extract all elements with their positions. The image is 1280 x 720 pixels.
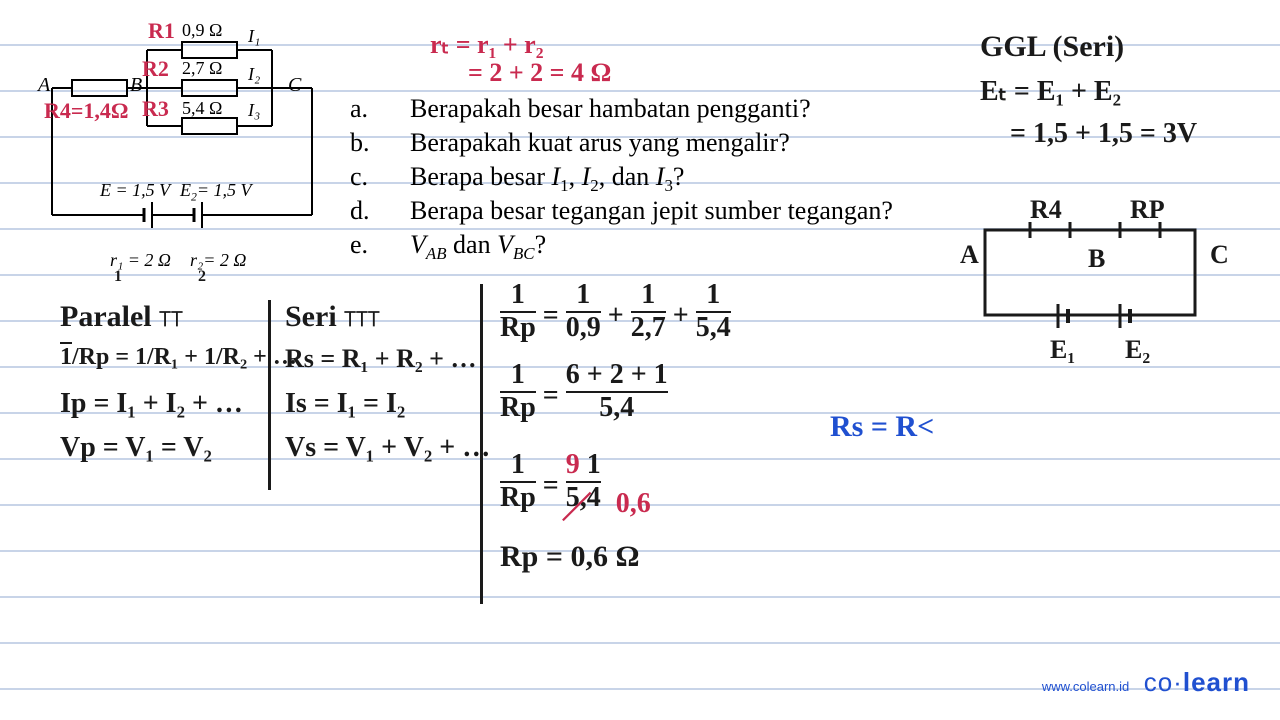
q-c-label: c. bbox=[350, 162, 368, 192]
divider-1 bbox=[268, 300, 271, 490]
r-int1-sub: 1 bbox=[114, 268, 122, 286]
seri-rs: Rs = R₁ + R₂ + … bbox=[285, 344, 476, 374]
node-a: A bbox=[38, 74, 50, 97]
r4-annotation: R4=1,4Ω bbox=[44, 98, 129, 124]
redraw-b: B bbox=[1088, 244, 1105, 274]
r2-value: 2,7 Ω bbox=[182, 58, 222, 79]
q-e-text: VAB dan VBC? bbox=[410, 230, 546, 264]
r3-label: R3 bbox=[142, 96, 169, 122]
redraw-r4: R4 bbox=[1030, 195, 1062, 225]
redraw-e2: E₂ bbox=[1125, 335, 1150, 365]
divider-2 bbox=[480, 284, 483, 604]
r-int2-sub: 2 bbox=[198, 268, 206, 286]
rt-line2: = 2 + 2 = 4 Ω bbox=[468, 58, 611, 88]
q-d-label: d. bbox=[350, 196, 370, 226]
calc-l4: Rp = 0,6 Ω bbox=[500, 540, 639, 574]
calc-l3: 1Rp = 9 1 ／5,4 0,6 bbox=[500, 450, 651, 520]
q-b-label: b. bbox=[350, 128, 370, 158]
seri-title: Seri ⟙⟙⟙ bbox=[285, 300, 380, 334]
redraw-rp: RP bbox=[1130, 195, 1165, 225]
footer: www.colearn.id co·learn bbox=[1042, 667, 1250, 698]
i2-label: I₂ bbox=[248, 64, 260, 85]
ggl-l1: Eₜ = E₁ + E₂ bbox=[980, 74, 1121, 108]
redrawn-circuit bbox=[970, 200, 1220, 360]
ggl-l2: = 1,5 + 1,5 = 3V bbox=[1010, 118, 1197, 150]
paralel-rp: 1/Rp = 1/R₁ + 1/R₂ + … bbox=[60, 344, 297, 371]
footer-logo: co·learn bbox=[1144, 667, 1250, 697]
calc-l1: 1Rp = 10,9 + 12,7 + 15,4 bbox=[500, 280, 731, 344]
calc-l2: 1Rp = 6 + 2 + 15,4 bbox=[500, 360, 668, 424]
q-e-label: e. bbox=[350, 230, 368, 260]
q-d-text: Berapa besar tegangan jepit sumber tegan… bbox=[410, 196, 893, 226]
i3-label: I₃ bbox=[248, 100, 260, 121]
node-c: C bbox=[288, 74, 301, 97]
e1-label: E = 1,5 V bbox=[100, 180, 170, 201]
i1-label: I₁ bbox=[248, 26, 260, 47]
paralel-ip: Ip = I₁ + I₂ + … bbox=[60, 388, 243, 420]
q-a-text: Berapakah besar hambatan pengganti? bbox=[410, 94, 811, 124]
ggl-title: GGL (Seri) bbox=[980, 30, 1124, 64]
seri-vs: Vs = V₁ + V₂ + … bbox=[285, 432, 490, 464]
redraw-c: C bbox=[1210, 240, 1229, 270]
q-c-text: Berapa besar I1, I2, dan I3? bbox=[410, 162, 684, 196]
q-a-label: a. bbox=[350, 94, 368, 124]
q-b-text: Berapakah kuat arus yang mengalir? bbox=[410, 128, 790, 158]
paralel-title: Paralel ⟙⟙ bbox=[60, 300, 183, 334]
r3-value: 5,4 Ω bbox=[182, 98, 222, 119]
footer-url: www.colearn.id bbox=[1042, 679, 1129, 694]
rt-line1: rₜ = r₁ + r₂ bbox=[430, 30, 544, 60]
r1-value: 0,9 Ω bbox=[182, 20, 222, 41]
paralel-vp: Vp = V₁ = V₂ bbox=[60, 432, 212, 464]
redraw-e1: E₁ bbox=[1050, 335, 1075, 365]
seri-is: Is = I₁ = I₂ bbox=[285, 388, 405, 420]
e2-label: E2= 1,5 V bbox=[180, 180, 252, 204]
r1-label: R1 bbox=[148, 18, 175, 44]
r2-label: R2 bbox=[142, 56, 169, 82]
rs-note: Rs = R< bbox=[830, 410, 934, 444]
node-b: B bbox=[130, 74, 142, 97]
redraw-a: A bbox=[960, 240, 979, 270]
